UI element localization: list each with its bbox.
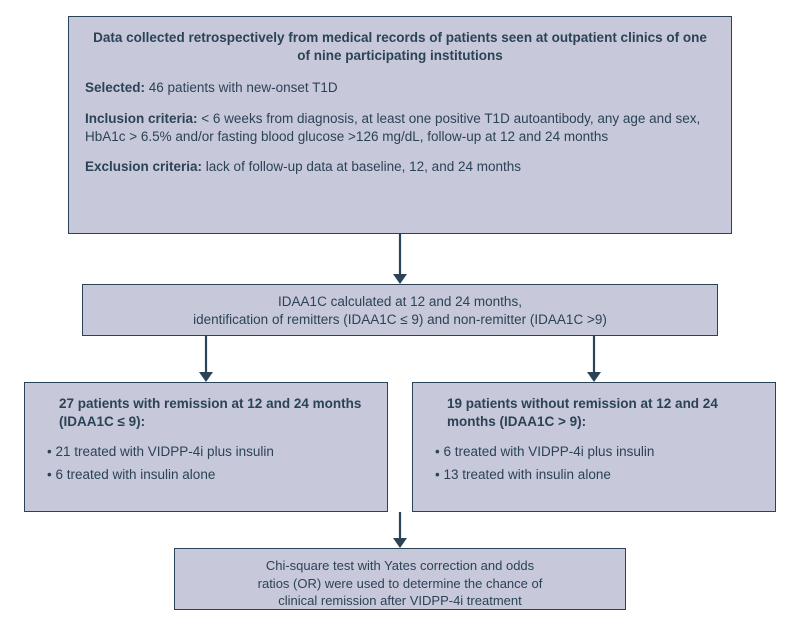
mid-box: IDAA1C calculated at 12 and 24 months, i… [82,284,718,336]
left-bullet-2: 6 treated with insulin alone [41,466,371,484]
bottom-box: Chi-square test with Yates correction an… [174,548,626,610]
header-title: Data collected retrospectively from medi… [85,29,715,65]
bottom-line1: Chi-square test with Yates correction an… [191,557,609,575]
bottom-line3: clinical remission after VIDPP-4i treatm… [191,592,609,610]
bottom-line2: ratios (OR) were used to determine the c… [191,575,609,593]
inclusion-row: Inclusion criteria: < 6 weeks from diagn… [85,110,715,146]
right-branch-box: 19 patients without remission at 12 and … [412,382,776,512]
right-title: 19 patients without remission at 12 and … [429,395,759,431]
mid-line2: identification of remitters (IDAA1C ≤ 9)… [99,311,701,329]
exclusion-text: lack of follow-up data at baseline, 12, … [202,159,521,174]
inclusion-label: Inclusion criteria: [85,111,198,126]
right-bullet-2: 13 treated with insulin alone [429,466,759,484]
selected-text: 46 patients with new-onset T1D [145,80,338,95]
selected-label: Selected: [85,80,145,95]
right-bullet-1: 6 treated with VIDPP-4i plus insulin [429,443,759,461]
left-branch-box: 27 patients with remission at 12 and 24 … [24,382,388,512]
selected-row: Selected: 46 patients with new-onset T1D [85,79,715,97]
left-title: 27 patients with remission at 12 and 24 … [41,395,371,431]
exclusion-label: Exclusion criteria: [85,159,202,174]
header-box: Data collected retrospectively from medi… [68,16,732,234]
left-bullet-1: 21 treated with VIDPP-4i plus insulin [41,443,371,461]
mid-line1: IDAA1C calculated at 12 and 24 months, [99,293,701,311]
exclusion-row: Exclusion criteria: lack of follow-up da… [85,158,715,176]
